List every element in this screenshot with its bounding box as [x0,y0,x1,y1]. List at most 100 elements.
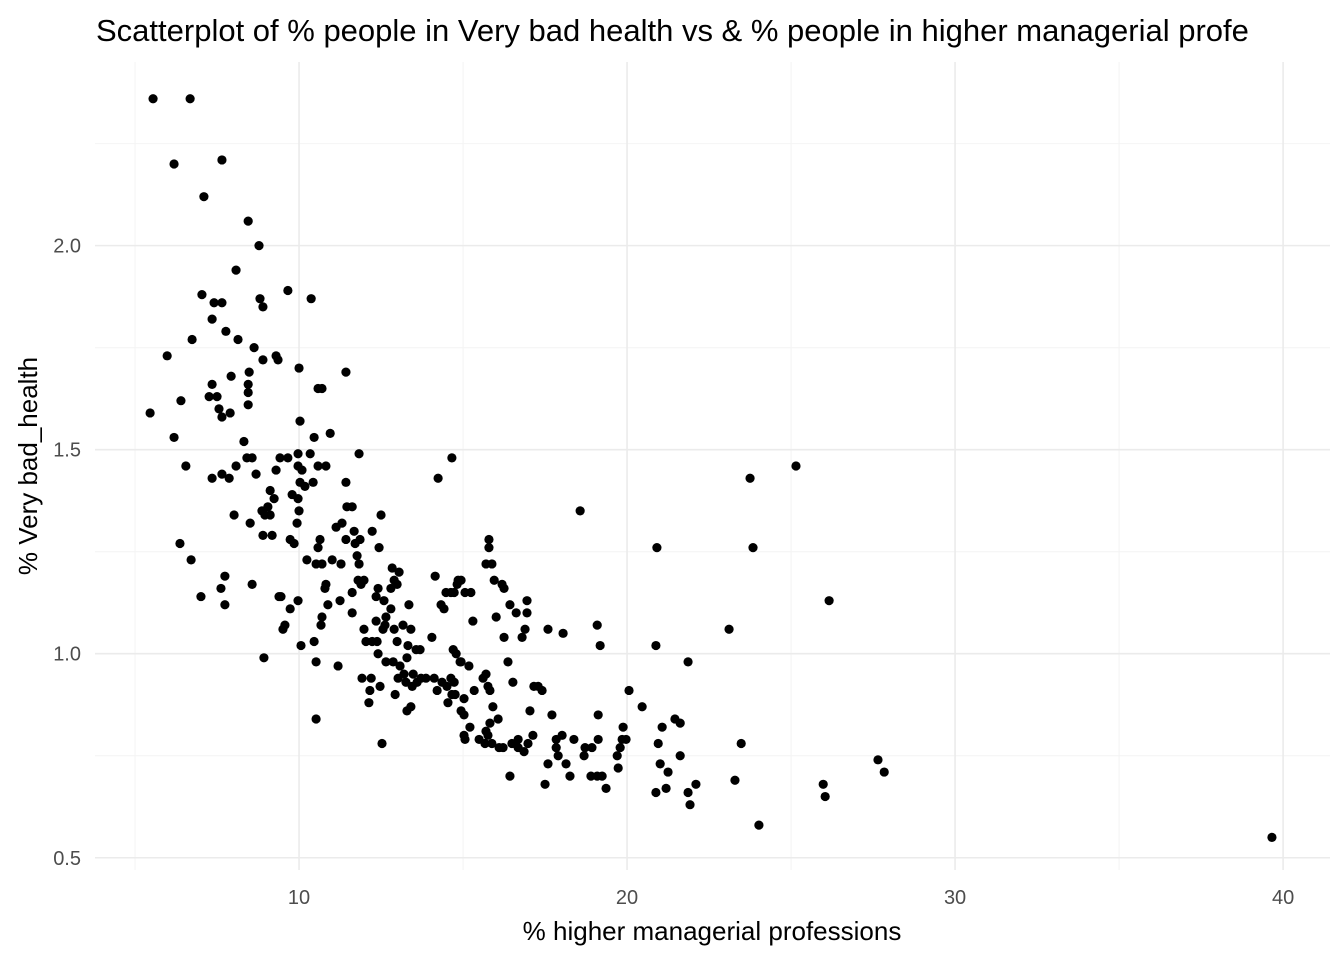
data-point [265,510,275,520]
data-point [505,771,515,781]
data-point [285,604,295,614]
data-point [293,494,303,504]
data-point [553,751,563,761]
data-point [565,771,575,781]
data-point [199,192,209,202]
data-point [258,302,268,312]
data-point [217,298,227,308]
data-point [185,94,195,104]
data-point [367,526,377,536]
data-point [593,734,603,745]
data-point [354,559,364,569]
data-point [267,530,277,540]
data-point [442,681,452,691]
data-point [294,363,304,373]
data-point [313,461,323,471]
data-point [293,449,303,459]
data-point [341,477,351,487]
data-point [421,673,431,683]
data-point [511,608,521,618]
data-point [376,510,386,520]
data-point [251,469,261,479]
data-point [651,640,661,651]
data-point [300,481,310,492]
data-point [1267,832,1277,842]
data-point [352,551,362,561]
data-point [207,314,217,324]
data-point [404,600,414,610]
data-point [579,751,589,761]
data-point [464,661,474,671]
data-point [243,387,253,398]
data-point [239,436,249,447]
data-point [447,453,457,463]
data-point [243,400,253,410]
data-point [613,763,623,773]
data-point [489,575,499,585]
data-point [221,326,231,336]
data-point [390,689,400,700]
data-point [818,779,828,789]
data-point [259,653,269,663]
data-point [484,534,494,545]
data-point [586,771,596,781]
data-point [355,534,365,545]
data-point [519,747,529,757]
data-point [522,596,532,606]
data-point [503,657,513,667]
data-point [557,730,567,740]
data-point [349,526,359,536]
data-point [618,722,628,732]
data-point [412,677,422,687]
data-point [540,779,550,789]
data-point [313,543,323,553]
data-point [265,485,275,496]
data-point [547,710,557,720]
data-point [186,555,196,565]
data-point [427,632,437,642]
data-point [220,571,230,581]
data-point [481,669,491,679]
data-point [243,216,253,226]
data-point [460,587,470,598]
data-points [145,94,1277,842]
data-point [169,159,179,169]
data-point [375,681,385,691]
data-point [258,355,268,365]
data-point [537,685,547,696]
data-point [389,624,399,634]
data-point [398,620,408,630]
data-point [295,416,305,426]
data-point [231,265,241,275]
data-point [373,583,383,594]
data-point [294,506,304,516]
data-point [529,681,539,691]
data-point [364,698,374,708]
data-point [217,155,227,165]
data-point [357,673,367,683]
y-axis-label: % Very bad_health [13,357,43,575]
data-point [176,396,186,406]
data-point [439,604,449,614]
data-point [513,734,523,745]
data-point [258,530,268,540]
data-point [395,661,405,671]
data-point [655,759,665,769]
data-point [274,591,284,602]
data-point [485,718,495,728]
data-point [283,285,293,296]
data-point [551,742,561,753]
data-point [429,673,439,683]
data-point [309,432,319,443]
data-point [653,738,663,749]
data-point [558,628,568,638]
x-tick-label: 20 [616,887,638,909]
data-point [377,738,387,749]
data-point [207,379,217,389]
data-point [736,738,746,749]
data-point [617,734,627,745]
data-point [335,596,345,606]
data-point [347,587,357,598]
data-point [305,449,315,459]
data-point [393,673,403,683]
